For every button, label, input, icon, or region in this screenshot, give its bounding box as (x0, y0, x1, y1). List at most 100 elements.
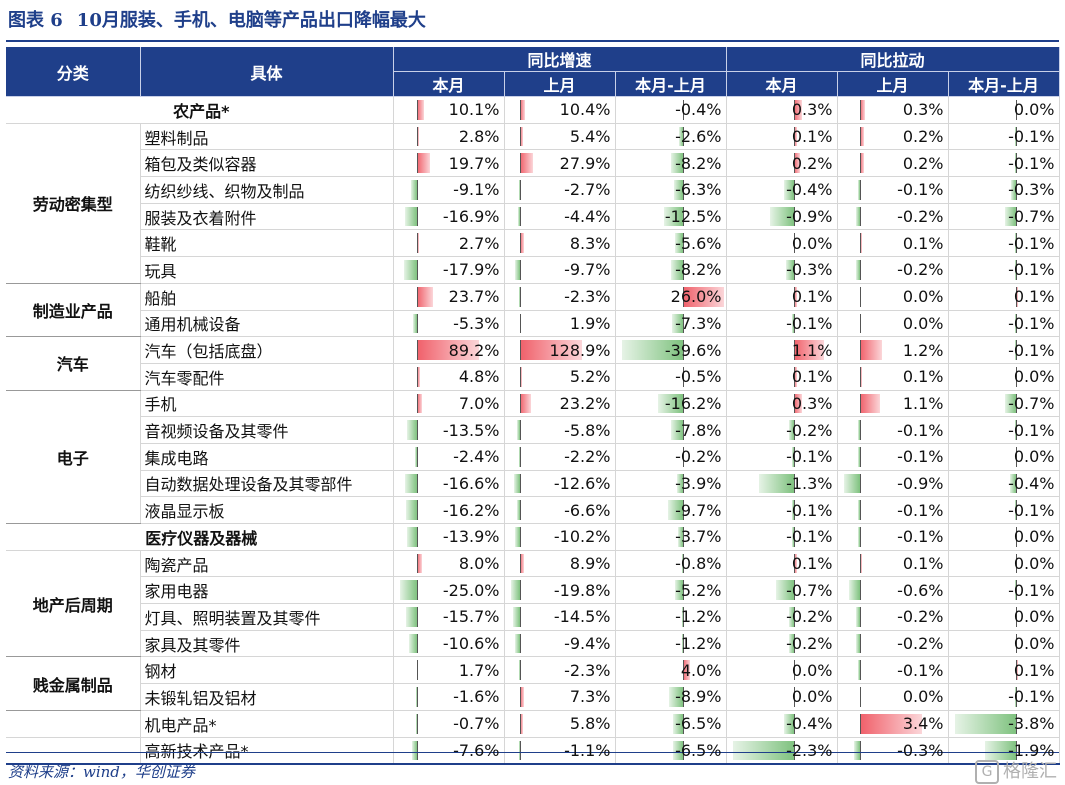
value-cell: -25.0% (393, 576, 505, 605)
bar-axis (683, 660, 685, 681)
data-bar (683, 660, 690, 681)
value-text: -3.7% (675, 527, 722, 547)
value-cell: -6.3% (615, 176, 727, 204)
table-row: 家用电器 -25.0% -19.8% -5.2% -0.7% -0.6% -0.1% (6, 576, 1060, 605)
table-row: 劳动密集型 塑料制品 2.8% 5.4% -2.6% 0.1% 0.2% -0.1% (6, 123, 1060, 284)
footer-rule (6, 752, 1059, 753)
value-cell: -0.7% (948, 390, 1060, 418)
data-bar (413, 313, 417, 334)
value-text: -0.1% (897, 447, 944, 467)
bar-axis (794, 286, 796, 307)
bar-axis (416, 286, 418, 307)
bar-axis (794, 420, 796, 440)
title-rule (6, 40, 1059, 42)
value-text: -16.6% (442, 473, 500, 493)
bar-axis (416, 100, 418, 120)
bar-axis (859, 340, 861, 360)
data-bar (409, 633, 417, 654)
bar-axis (794, 100, 796, 120)
bar-axis (683, 126, 685, 147)
bar-axis (1016, 420, 1018, 440)
item-cell: 通用机械设备 (140, 310, 394, 338)
data-bar (683, 286, 724, 307)
value-cell: -5.3% (393, 310, 505, 338)
bar-axis (416, 393, 418, 414)
bar-axis (794, 366, 796, 387)
value-text: 0.0% (902, 313, 944, 333)
bar-axis (683, 687, 685, 707)
bar-axis (1016, 233, 1018, 254)
bar-axis (794, 153, 796, 174)
value-text: -0.9% (897, 473, 944, 493)
value-cell: 0.0% (837, 283, 949, 311)
value-text: -39.6% (664, 340, 722, 360)
data-bar (520, 713, 523, 734)
value-text: 1.2% (902, 340, 944, 360)
source-note: 资料来源：wind，华创证券 (8, 763, 195, 781)
value-text: -0.2% (897, 607, 944, 627)
bar-axis (683, 607, 685, 627)
bar-axis (794, 740, 796, 761)
bar-axis (683, 580, 685, 601)
bar-axis (859, 580, 861, 601)
value-text: -6.3% (675, 180, 722, 200)
value-cell: 19.7% (393, 149, 505, 178)
bar-axis (794, 607, 796, 627)
data-bar (1004, 206, 1017, 227)
value-cell: 128.9% (504, 336, 616, 364)
bar-axis (683, 527, 685, 547)
bar-axis (520, 420, 521, 440)
value-text: 4.0% (680, 660, 722, 680)
data-bar (859, 713, 922, 734)
value-cell: -4.4% (504, 203, 616, 231)
value-text: 8.3% (569, 233, 611, 253)
value-text: -0.1% (1008, 687, 1055, 707)
table-body: 农产品* 10.1% 10.4% -0.4% 0.3% 0.3% 0.0% 劳动密集型 塑料制品… (6, 96, 1060, 766)
value-text: 23.2% (559, 393, 611, 413)
value-cell: -12.5% (615, 203, 727, 231)
bar-axis (520, 553, 521, 574)
value-text: -2.3% (564, 287, 611, 307)
item-cell: 高新技术产品* (140, 737, 394, 766)
value-cell: 0.1% (837, 363, 949, 391)
value-cell: 0.0% (837, 310, 949, 338)
bar-axis (794, 340, 796, 360)
data-bar (405, 607, 417, 627)
data-bar (770, 206, 795, 227)
value-cell: -0.1% (837, 443, 949, 471)
bar-axis (520, 473, 521, 494)
data-bar (859, 340, 882, 360)
value-cell: -0.7% (393, 710, 505, 738)
value-text: 0.0% (1013, 554, 1055, 574)
bar-axis (794, 446, 796, 467)
category-cell: 汽车 (6, 336, 141, 391)
bar-axis (794, 713, 796, 734)
table-row: 灯具、照明装置及其零件 -15.7% -14.5% -1.2% -0.2% -0.2% 0.… (6, 603, 1060, 631)
bar-axis (859, 446, 861, 467)
bar-axis (859, 366, 861, 387)
data-bar (515, 260, 520, 280)
value-text: 1.7% (458, 660, 500, 680)
value-text: -0.1% (786, 313, 833, 333)
value-cell: 0.3% (837, 96, 949, 124)
item-cell: 音视频设备及其零件 (140, 416, 394, 444)
bar-axis (683, 393, 685, 414)
value-text: -0.1% (1008, 420, 1055, 440)
bar-axis (794, 126, 796, 147)
data-bar (794, 393, 803, 414)
item-cell: 自动数据处理设备及其零部件 (140, 470, 394, 498)
bar-axis (683, 473, 685, 494)
value-cell: -0.2% (837, 603, 949, 631)
value-cell: -3.7% (615, 523, 727, 551)
watermark-text: 格隆汇 (1003, 761, 1057, 782)
value-text: -5.6% (675, 233, 722, 253)
value-text: -0.1% (1008, 340, 1055, 360)
value-text: -1.2% (675, 634, 722, 654)
value-cell: -0.1% (948, 336, 1060, 364)
data-bar (681, 607, 684, 627)
data-bar (791, 527, 795, 547)
data-bar (520, 687, 524, 707)
value-text: -2.6% (675, 127, 722, 147)
value-cell: -0.3% (837, 737, 949, 766)
bar-axis (859, 527, 861, 547)
